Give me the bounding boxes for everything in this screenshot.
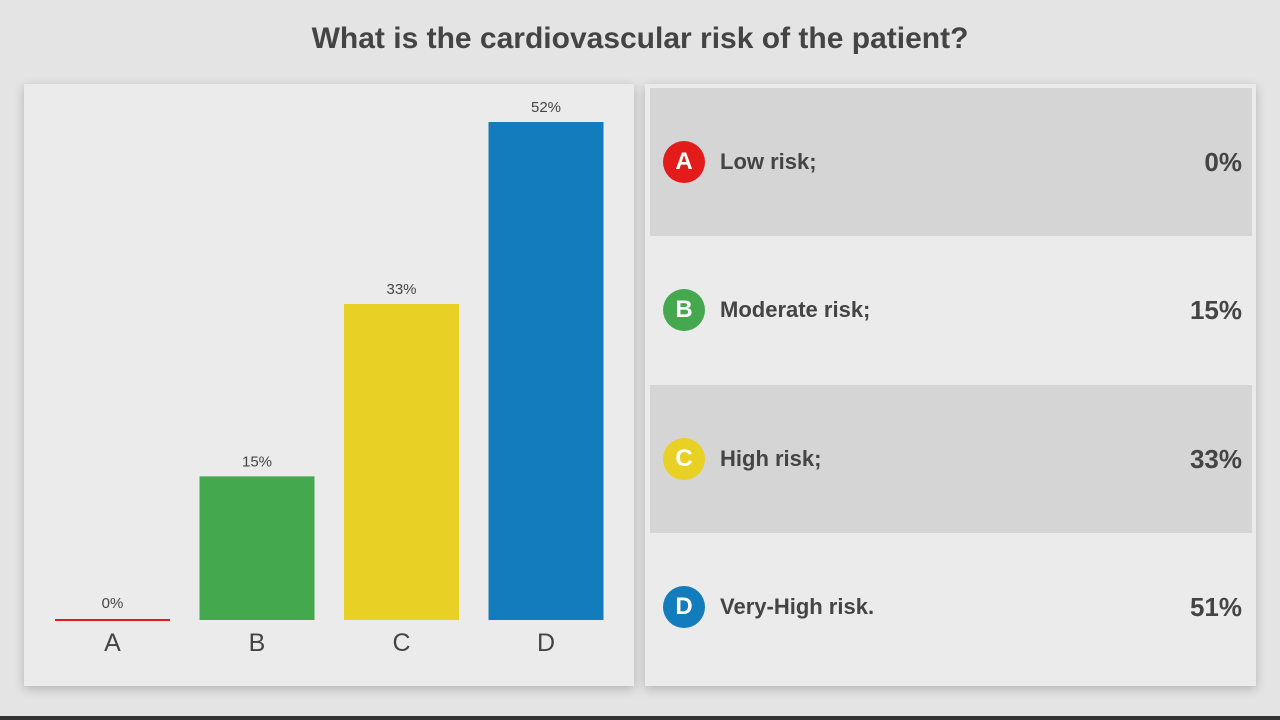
answer-option-a[interactable]: A Low risk; 0% (650, 88, 1252, 236)
x-tick-label-d: D (537, 629, 555, 657)
bottom-edge-line (0, 716, 1280, 720)
letter-a-badge: A (663, 141, 705, 183)
answer-option-d[interactable]: D Very-High risk. 51% (650, 533, 1252, 681)
x-tick-label-c: C (392, 629, 410, 657)
question-title: What is the cardiovascular risk of the p… (311, 22, 969, 55)
letter-b-badge: B (663, 289, 705, 331)
answer-a-percent: 0% (1204, 146, 1242, 177)
answer-b-text: Moderate risk; (720, 297, 871, 322)
bar-value-label-b: 15% (242, 453, 272, 470)
answer-c-text: High risk; (720, 446, 822, 471)
bar-d (488, 122, 604, 620)
answer-b-percent: 15% (1189, 294, 1242, 325)
bar-b (199, 476, 315, 620)
answer-option-b[interactable]: B Moderate risk; 15% (650, 236, 1252, 384)
x-tick-label-b: B (249, 629, 266, 657)
bar-chart-panel: 0% A 15% B 33% C 52% D (24, 84, 634, 686)
bar-c (344, 303, 459, 620)
answers-panel: A Low risk; 0% B Moderate risk; 15% C Hi… (645, 84, 1256, 686)
answer-a-text: Low risk; (720, 149, 817, 174)
answer-option-c[interactable]: C High risk; 33% (650, 385, 1252, 533)
bar-a (55, 619, 170, 621)
x-tick-label-a: A (104, 629, 121, 657)
answer-d-percent: 51% (1189, 591, 1242, 622)
answer-d-text: Very-High risk. (720, 594, 875, 619)
bar-value-label-a: 0% (102, 595, 124, 612)
letter-c-badge: C (663, 438, 705, 480)
bar-value-label-d: 52% (531, 99, 561, 116)
letter-d-badge: D (663, 586, 705, 628)
bar-value-label-c: 33% (386, 281, 416, 298)
answer-c-percent: 33% (1189, 443, 1242, 474)
bar-chart: 0% A 15% B 33% C 52% D (55, 99, 604, 657)
